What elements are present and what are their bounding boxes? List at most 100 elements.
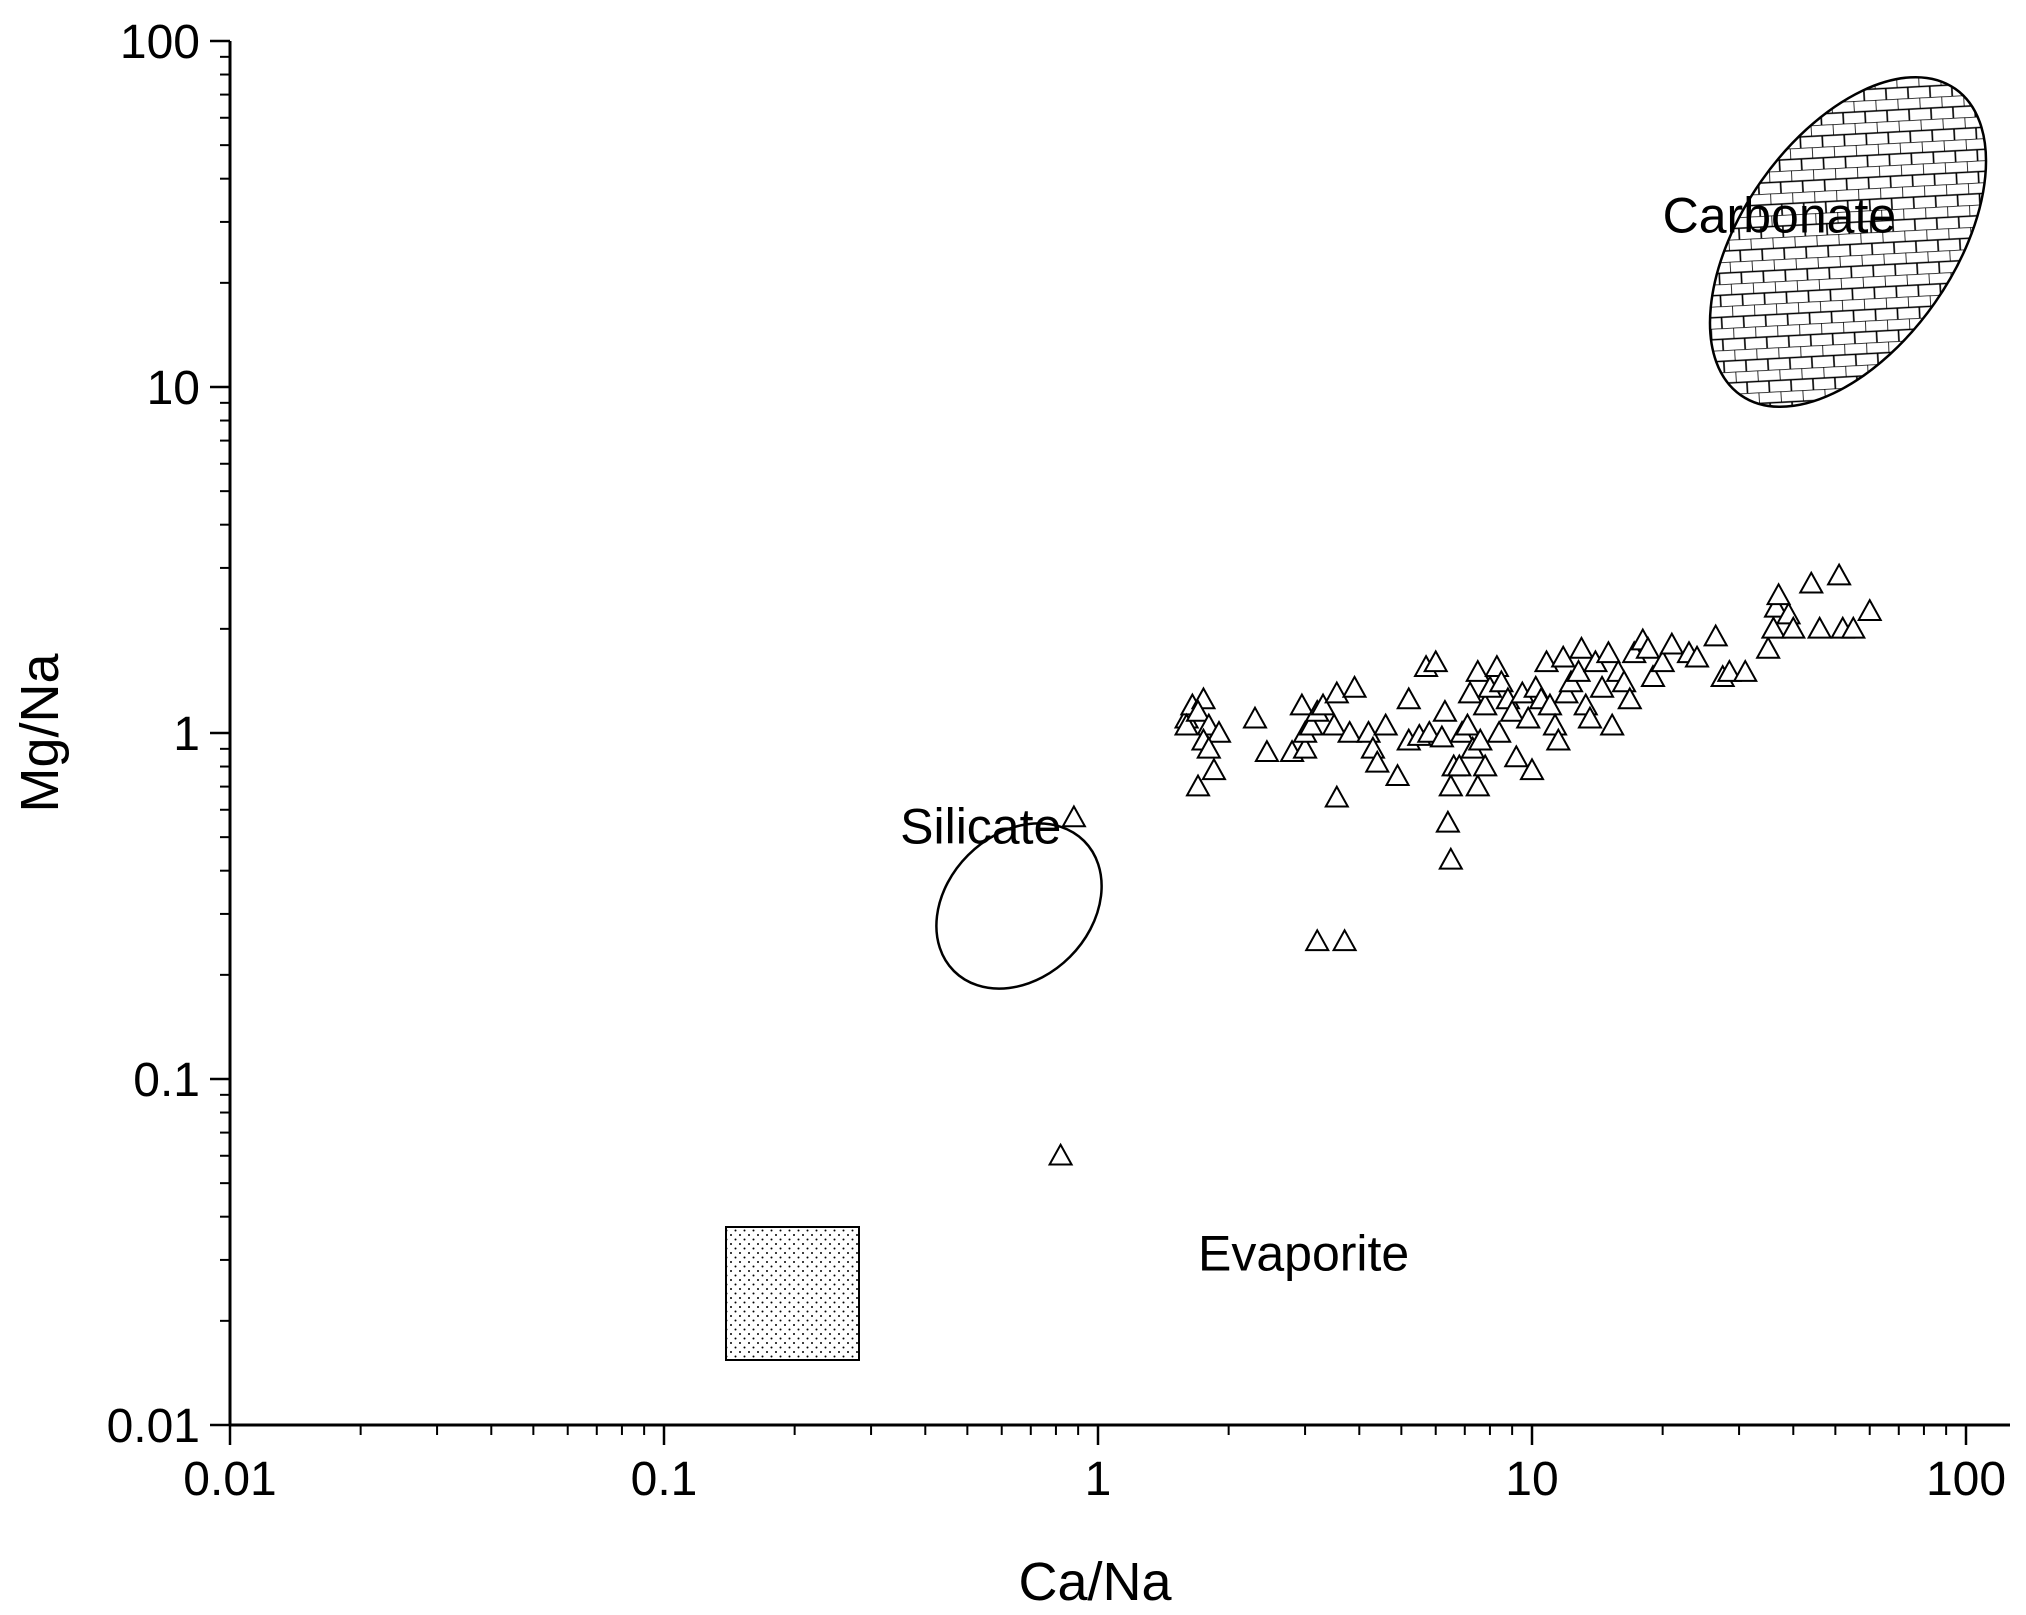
carbonate-label: Carbonate — [1663, 187, 1897, 243]
data-point — [1780, 615, 1806, 639]
data-point — [1196, 735, 1222, 759]
x-tick-label: 0.1 — [631, 1453, 698, 1506]
data-point — [1857, 598, 1883, 621]
data-point — [1364, 749, 1390, 773]
data-point — [1438, 846, 1464, 870]
data-point — [1765, 582, 1792, 606]
points-layer — [1047, 562, 1883, 1166]
data-point — [1465, 773, 1491, 797]
data-point — [1840, 615, 1867, 639]
data-point — [1331, 928, 1358, 952]
region-layer — [725, 75, 1988, 1361]
data-point — [1684, 644, 1710, 668]
data-point — [1760, 615, 1787, 639]
data-point — [1341, 674, 1368, 698]
y-tick-label: 10 — [147, 362, 200, 415]
data-point — [1486, 719, 1512, 743]
data-point — [1550, 644, 1576, 668]
y-tick-label: 100 — [120, 16, 200, 69]
data-point — [1304, 928, 1330, 952]
data-point — [1384, 763, 1411, 787]
data-point — [1484, 654, 1510, 677]
data-point — [1289, 692, 1315, 716]
data-point — [1372, 712, 1399, 736]
data-point — [1435, 809, 1461, 833]
data-point — [1457, 680, 1483, 704]
data-point — [1732, 659, 1758, 682]
axes-layer: 0.01 0.1 1 10 100 0.01 0.1 1 10 100 Ca/Na Mg/Na — [10, 16, 2010, 1612]
data-point — [1355, 719, 1382, 743]
data-point — [1432, 698, 1458, 722]
data-point — [1542, 712, 1568, 736]
data-point — [1702, 623, 1729, 647]
data-point — [1806, 615, 1833, 639]
data-point — [1423, 649, 1449, 673]
data-point — [1185, 698, 1211, 722]
data-point — [1503, 744, 1529, 768]
data-point — [1173, 712, 1200, 736]
evaporite-label: Evaporite — [1198, 1225, 1409, 1281]
data-point — [1465, 659, 1491, 682]
data-point — [1635, 635, 1661, 659]
data-point — [1310, 692, 1336, 716]
y-tick-label: 0.01 — [107, 1400, 200, 1453]
data-point — [1798, 570, 1824, 594]
data-point — [1755, 635, 1781, 659]
data-point — [1438, 773, 1464, 797]
silicate-region — [935, 822, 1103, 990]
data-point — [1061, 804, 1087, 828]
x-tick-label: 1 — [1085, 1453, 1112, 1506]
data-point — [1467, 727, 1493, 751]
data-point — [1589, 674, 1615, 698]
data-point — [1649, 649, 1676, 673]
data-point — [1659, 631, 1685, 655]
data-point — [1472, 753, 1498, 777]
x-axis-title: Ca/Na — [1018, 1552, 1172, 1612]
data-point — [1446, 753, 1473, 777]
data-point — [1545, 727, 1572, 751]
data-point — [1599, 712, 1625, 736]
x-tick-label: 0.01 — [183, 1453, 276, 1506]
x-tick-label: 100 — [1926, 1453, 2006, 1506]
annotation-layer: Carbonate Silicate Evaporite — [900, 187, 1896, 1281]
data-point — [1416, 719, 1443, 743]
data-point — [1611, 669, 1637, 693]
y-tick-label: 1 — [173, 708, 200, 761]
data-point — [1336, 719, 1363, 743]
data-point — [1488, 669, 1515, 693]
evaporite-region — [725, 1226, 860, 1361]
data-point — [1324, 784, 1350, 808]
data-point — [1568, 635, 1595, 659]
silicate-label: Silicate — [900, 798, 1061, 854]
data-point — [1537, 692, 1563, 716]
data-point — [1577, 705, 1603, 729]
data-point — [1595, 640, 1622, 664]
data-point — [1515, 705, 1541, 729]
data-point — [1298, 712, 1324, 736]
y-axis-title: Mg/Na — [10, 653, 70, 813]
data-point — [1201, 757, 1227, 781]
data-point — [1429, 724, 1455, 748]
data-point — [1553, 680, 1580, 704]
data-point — [1499, 698, 1525, 722]
data-point — [1047, 1142, 1074, 1166]
data-point — [1292, 735, 1318, 759]
data-point — [1617, 686, 1643, 710]
data-point — [1321, 712, 1347, 736]
data-point — [1716, 659, 1743, 682]
data-point — [1454, 712, 1481, 736]
data-point — [1324, 680, 1350, 704]
y-tick-label: 0.1 — [133, 1054, 200, 1107]
data-point — [1826, 562, 1852, 586]
data-point — [1519, 757, 1545, 781]
x-tick-label: 10 — [1505, 1453, 1558, 1506]
data-point — [1185, 773, 1211, 797]
data-point — [1763, 594, 1789, 618]
data-point — [1206, 719, 1232, 743]
data-point — [1254, 739, 1280, 763]
data-point — [1640, 664, 1666, 687]
data-point — [1472, 692, 1498, 716]
data-point — [1242, 705, 1268, 729]
